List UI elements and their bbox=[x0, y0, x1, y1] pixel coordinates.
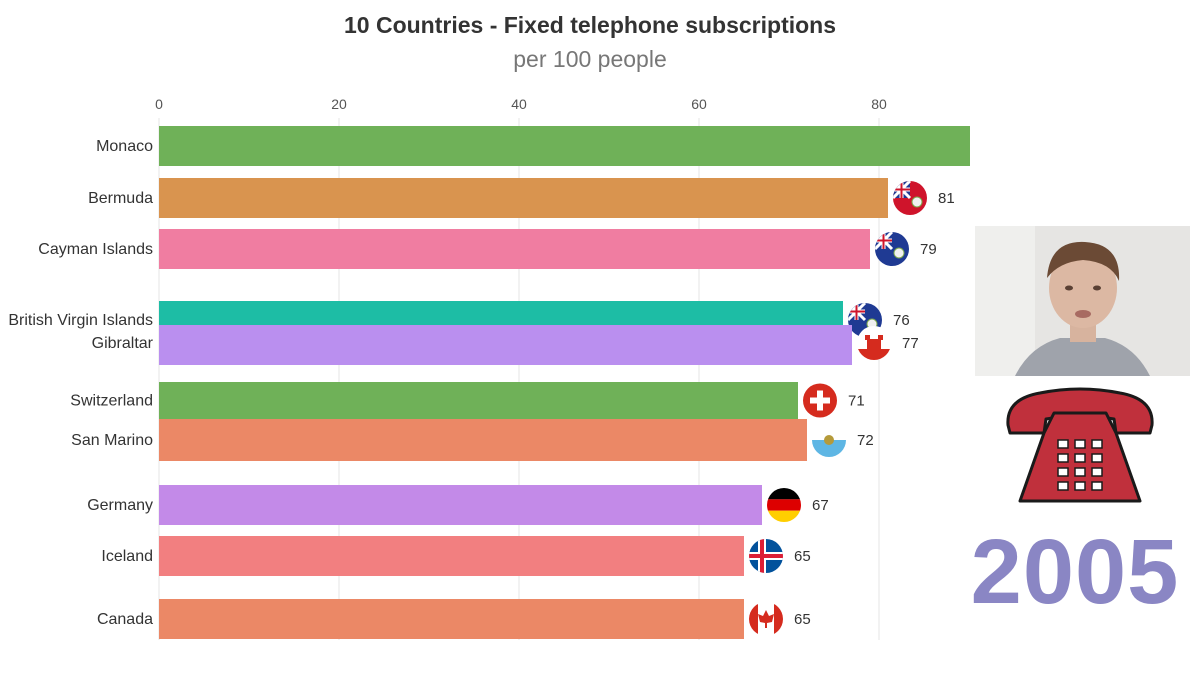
bar-row: Cayman Islands 79 bbox=[38, 229, 937, 269]
bar bbox=[159, 229, 870, 269]
switzerland-flag bbox=[803, 383, 837, 418]
bar-row: Iceland 65 bbox=[101, 536, 811, 576]
value-label: 65 bbox=[794, 611, 811, 628]
presenter-image bbox=[975, 226, 1190, 376]
cayman-islands-flag bbox=[875, 232, 909, 266]
bar bbox=[159, 382, 798, 419]
category-label: Canada bbox=[97, 611, 153, 628]
x-tick-label: 20 bbox=[331, 96, 347, 112]
category-label: Iceland bbox=[101, 548, 153, 565]
bar bbox=[159, 419, 807, 461]
telephone-icon bbox=[1006, 387, 1154, 503]
bar-row: Monaco101 bbox=[96, 126, 970, 166]
x-tick-label: 60 bbox=[691, 96, 707, 112]
value-label: 65 bbox=[794, 548, 811, 565]
category-label: Cayman Islands bbox=[38, 241, 153, 258]
chart-title: 10 Countries - Fixed telephone subscript… bbox=[343, 12, 837, 38]
bar-row: San Marino 72 bbox=[71, 419, 874, 461]
category-label: Bermuda bbox=[88, 190, 153, 207]
value-label: 76 bbox=[893, 312, 910, 329]
bar-row: Canada 65 bbox=[97, 599, 811, 639]
value-label: 72 bbox=[857, 432, 874, 449]
bar bbox=[159, 485, 762, 525]
bar-row: Gibraltar 77 bbox=[92, 325, 919, 365]
bermuda-flag bbox=[893, 181, 927, 215]
bar-chart: 020406080100 Monaco101Bermuda81Cayman Is… bbox=[8, 96, 970, 640]
year-label: 2005 bbox=[970, 521, 1180, 623]
bar bbox=[159, 126, 970, 166]
value-label: 79 bbox=[920, 241, 937, 258]
bar bbox=[159, 599, 744, 639]
chart-subtitle: per 100 people bbox=[513, 46, 667, 72]
category-label: Germany bbox=[87, 497, 153, 514]
value-label: 81 bbox=[938, 190, 955, 207]
gibraltar-flag bbox=[857, 326, 891, 360]
bar-row: Germany 67 bbox=[87, 485, 829, 525]
category-label: Switzerland bbox=[70, 393, 153, 410]
value-label: 77 bbox=[902, 335, 919, 352]
x-tick-label: 40 bbox=[511, 96, 527, 112]
germany-flag bbox=[767, 488, 801, 522]
category-label: British Virgin Islands bbox=[8, 312, 153, 329]
iceland-flag bbox=[749, 539, 783, 573]
bar bbox=[159, 325, 852, 365]
bar-row: British Virgin Islands 76 bbox=[8, 301, 910, 337]
value-label: 71 bbox=[848, 393, 865, 410]
category-label: Gibraltar bbox=[92, 335, 154, 352]
bar-row: Switzerland 71 bbox=[70, 382, 865, 419]
x-tick-label: 80 bbox=[871, 96, 887, 112]
bar bbox=[159, 536, 744, 576]
san-marino-flag bbox=[812, 423, 846, 457]
category-label: San Marino bbox=[71, 432, 153, 449]
bar bbox=[159, 178, 888, 218]
bar-row: Bermuda 81 bbox=[88, 178, 955, 218]
value-label: 67 bbox=[812, 497, 829, 514]
presenter-video bbox=[975, 226, 1190, 376]
bar bbox=[159, 301, 843, 325]
canada-flag bbox=[749, 602, 783, 636]
x-tick-label: 0 bbox=[155, 96, 163, 112]
category-label: Monaco bbox=[96, 138, 153, 155]
